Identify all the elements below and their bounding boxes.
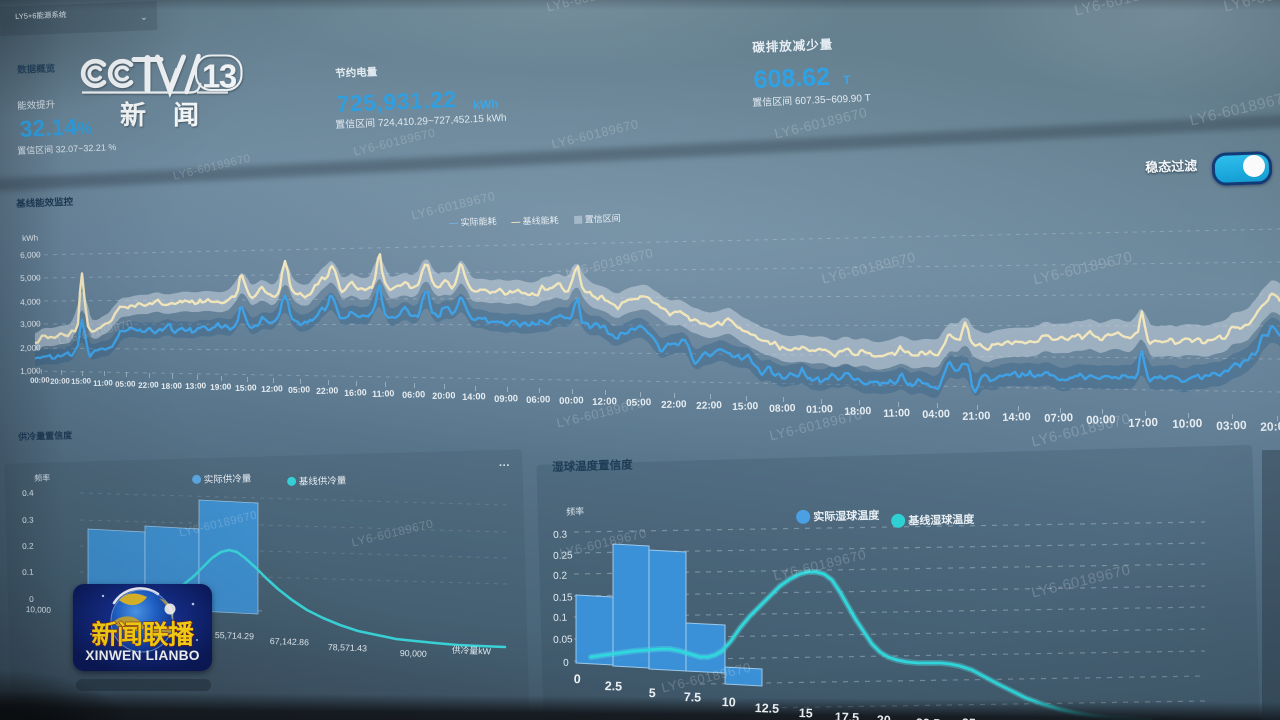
svg-text:新闻联播: 新闻联播: [91, 620, 195, 650]
svg-text:新闻: 新闻: [120, 100, 226, 130]
svg-text:XINWEN LIANBO: XINWEN LIANBO: [85, 648, 200, 663]
svg-text:13: 13: [202, 58, 237, 95]
